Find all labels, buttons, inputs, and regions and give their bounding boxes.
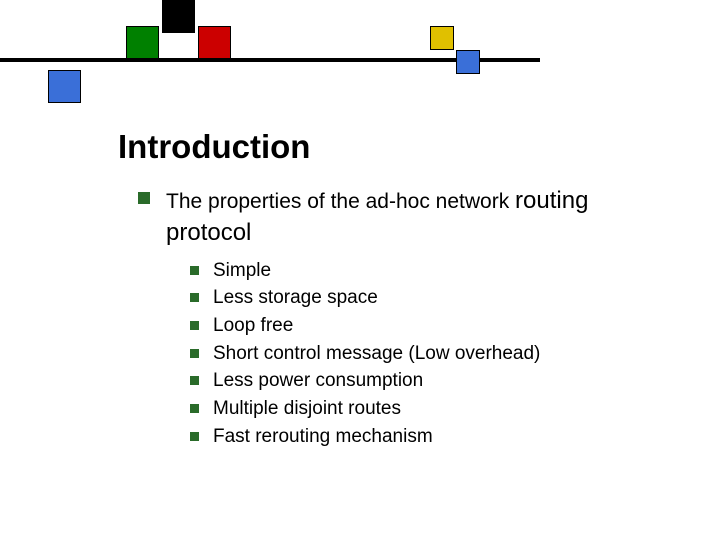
square-bullet-icon <box>138 192 150 204</box>
bullet-level2: Multiple disjoint routes <box>190 396 658 422</box>
level1-prefix: The properties of the ad-hoc network <box>166 190 515 213</box>
level2-text: Less power consumption <box>213 368 423 394</box>
bullet-level2: Short control message (Low overhead) <box>190 341 658 367</box>
square-bullet-icon <box>190 432 199 441</box>
decor-square <box>198 26 231 59</box>
square-bullet-icon <box>190 376 199 385</box>
decor-square <box>126 26 159 59</box>
level2-text: Short control message (Low overhead) <box>213 341 540 367</box>
level2-text: Multiple disjoint routes <box>213 396 401 422</box>
bullet-level2: Simple <box>190 258 658 284</box>
bullet-level2: Less power consumption <box>190 368 658 394</box>
decor-square <box>456 50 480 74</box>
level2-text: Simple <box>213 258 271 284</box>
level2-text: Loop free <box>213 313 293 339</box>
square-bullet-icon <box>190 349 199 358</box>
decor-square <box>48 70 81 103</box>
bullet-level2: Less storage space <box>190 285 658 311</box>
square-bullet-icon <box>190 266 199 275</box>
square-bullet-icon <box>190 321 199 330</box>
level1-text: The properties of the ad-hoc network rou… <box>166 185 658 250</box>
slide-body: The properties of the ad-hoc network rou… <box>138 185 658 451</box>
level2-text: Fast rerouting mechanism <box>213 424 433 450</box>
bullet-level2: Fast rerouting mechanism <box>190 424 658 450</box>
sub-list: SimpleLess storage spaceLoop freeShort c… <box>190 258 658 449</box>
square-bullet-icon <box>190 404 199 413</box>
slide: { "decor": { "hr": { "left": 0, "top": 5… <box>0 0 720 540</box>
bullet-level1: The properties of the ad-hoc network rou… <box>138 185 658 250</box>
slide-title: Introduction <box>118 128 310 166</box>
bullet-level2: Loop free <box>190 313 658 339</box>
square-bullet-icon <box>190 293 199 302</box>
level2-text: Less storage space <box>213 285 378 311</box>
decor-square <box>430 26 454 50</box>
decor-square <box>162 0 195 33</box>
